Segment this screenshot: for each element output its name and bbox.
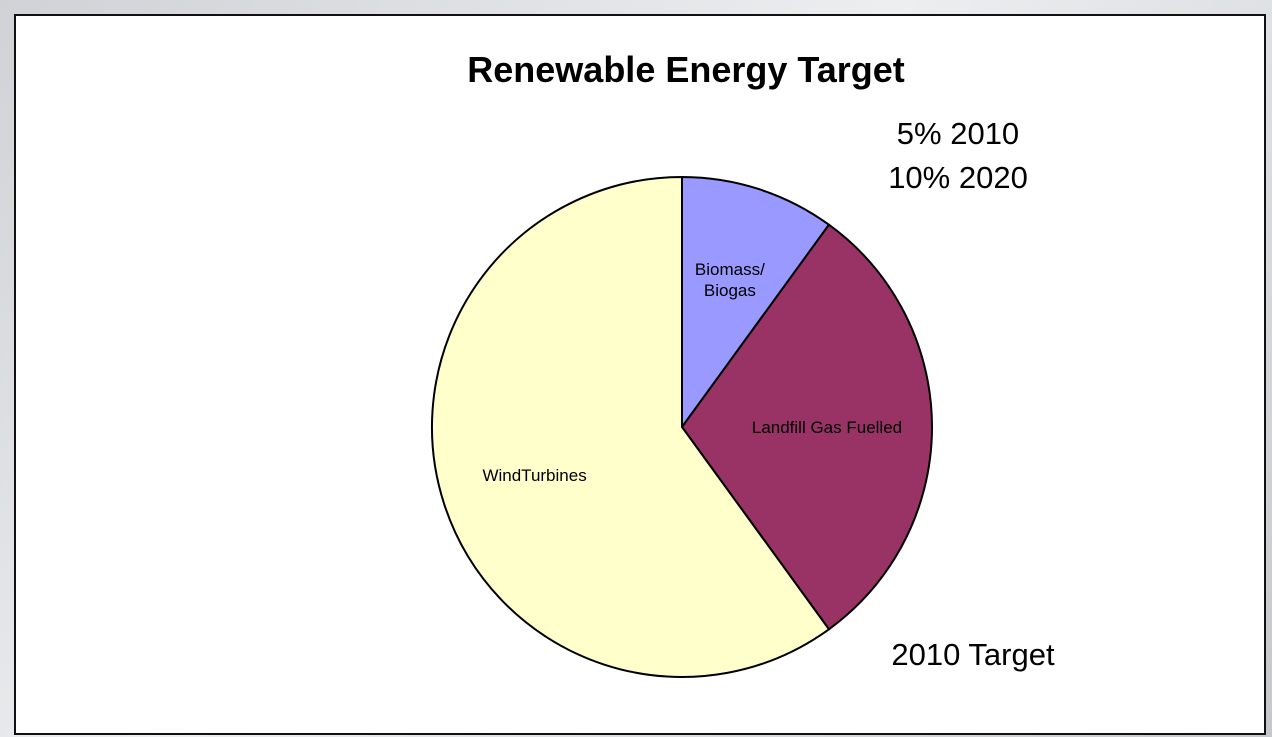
- slice-label-2-0: WindTurbines: [482, 466, 586, 485]
- chart-title: Renewable Energy Target: [467, 49, 904, 90]
- annotation-2010: 5% 2010: [897, 116, 1019, 151]
- annotation-2020: 10% 2020: [888, 160, 1028, 195]
- slice-label-0-1: Biogas: [704, 281, 756, 300]
- slice-label-0-0: Biomass/: [695, 260, 765, 279]
- target-footnote: 2010 Target: [891, 637, 1055, 672]
- slice-label-1-0: Landfill Gas Fuelled: [752, 418, 902, 437]
